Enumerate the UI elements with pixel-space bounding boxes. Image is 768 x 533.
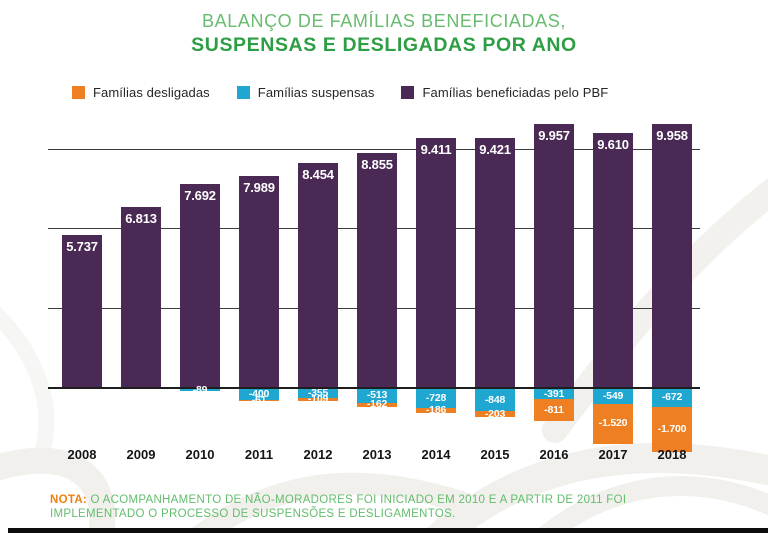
bar-desligadas-2018 — [652, 406, 692, 452]
bar-suspensas-2011 — [239, 389, 279, 400]
x-axis-label-2014: 2014 — [421, 447, 451, 462]
legend-item-suspensas: Famílias suspensas — [236, 85, 375, 100]
bar-value-label-desligadas-2013: -162 — [366, 398, 388, 411]
bottom-border-strip — [8, 528, 768, 533]
x-axis-label-2015: 2015 — [480, 447, 510, 462]
bar-value-label-beneficiadas-2011: 7.989 — [243, 179, 275, 195]
bar-value-label-beneficiadas-2018: 9.958 — [656, 127, 688, 143]
bar-value-label-desligadas-2016: -811 — [544, 403, 564, 416]
legend-swatch-orange — [72, 86, 85, 99]
chart-title-line2: SUSPENSAS E DESLIGADAS POR ANO — [191, 34, 577, 56]
bar-value-label-suspensas-2014: -728 — [425, 392, 447, 405]
baseline — [48, 387, 700, 389]
bar-value-label-beneficiadas-2013: 8.855 — [361, 156, 393, 172]
bar-suspensas-2018 — [652, 389, 692, 407]
bar-value-label-desligadas-2012: -109 — [307, 393, 329, 406]
bar-beneficiadas-2014 — [416, 138, 456, 387]
legend-label-desligadas: Famílias desligadas — [93, 85, 210, 100]
chart-legend: Famílias desligadas Famílias suspensas F… — [72, 85, 608, 100]
bar-beneficiadas-2012 — [298, 163, 338, 387]
bar-beneficiadas-2011 — [239, 175, 279, 387]
bar-value-label-suspensas-2013: -513 — [366, 389, 388, 402]
bar-beneficiadas-2017 — [593, 132, 633, 387]
bar-suspensas-2010 — [180, 389, 220, 392]
x-axis-label-2011: 2011 — [244, 447, 274, 462]
x-axis-label-2009: 2009 — [126, 447, 156, 462]
bar-value-label-desligadas-2017: -1.520 — [598, 417, 628, 430]
bar-beneficiadas-2008 — [62, 235, 102, 387]
x-axis-label-2013: 2013 — [362, 447, 392, 462]
footnote-text: O ACOMPANHAMENTO DE NÃO-MORADORES FOI IN… — [50, 494, 627, 521]
x-axis-label-2017: 2017 — [598, 447, 628, 462]
bar-value-label-suspensas-2011: -400 — [248, 387, 270, 400]
bar-value-label-beneficiadas-2012: 8.454 — [302, 167, 334, 183]
bar-suspensas-2016 — [534, 389, 574, 400]
bar-value-label-desligadas-2015: -203 — [484, 407, 506, 420]
x-axis-label-2016: 2016 — [539, 447, 569, 462]
bar-suspensas-2013 — [357, 389, 397, 403]
bar-desligadas-2017 — [593, 403, 633, 444]
bar-desligadas-2011 — [239, 399, 279, 402]
x-axis-label-2012: 2012 — [303, 447, 333, 462]
bar-value-label-suspensas-2015: -848 — [484, 393, 506, 406]
bar-value-label-beneficiadas-2009: 6.813 — [125, 210, 157, 226]
legend-label-beneficiadas: Famílias beneficiadas pelo PBF — [422, 85, 609, 100]
x-axis-label-2018: 2018 — [657, 447, 687, 462]
bar-value-label-suspensas-2010: -89 — [192, 383, 208, 396]
bar-desligadas-2016 — [534, 399, 574, 421]
footnote-prefix: NOTA: — [50, 494, 88, 506]
bar-suspensas-2015 — [475, 389, 515, 412]
bar-value-label-beneficiadas-2017: 9.610 — [597, 136, 629, 152]
bar-beneficiadas-2010 — [180, 183, 220, 387]
bar-desligadas-2014 — [416, 408, 456, 414]
bar-value-label-beneficiadas-2014: 9.411 — [420, 142, 452, 158]
legend-label-suspensas: Famílias suspensas — [257, 85, 375, 100]
bar-suspensas-2014 — [416, 389, 456, 409]
chart-title: BALANÇO DE FAMÍLIAS BENEFICIADAS, SUSPEN… — [0, 11, 768, 57]
x-axis-label-2010: 2010 — [185, 447, 215, 462]
bar-beneficiadas-2009 — [121, 206, 161, 387]
bar-suspensas-2012 — [298, 389, 338, 399]
bar-beneficiadas-2015 — [475, 137, 515, 387]
bar-value-label-suspensas-2016: -391 — [543, 387, 565, 400]
chart-title-line1: BALANÇO DE FAMÍLIAS BENEFICIADAS, — [202, 11, 566, 31]
bar-desligadas-2013 — [357, 402, 397, 407]
legend-swatch-purple — [401, 86, 415, 99]
bar-value-label-beneficiadas-2015: 9.421 — [479, 141, 511, 157]
bar-beneficiadas-2013 — [357, 152, 397, 387]
bar-value-label-suspensas-2018: -672 — [661, 391, 683, 404]
legend-swatch-cyan — [236, 86, 250, 99]
bar-value-label-suspensas-2012: -355 — [307, 387, 329, 400]
bar-value-label-beneficiadas-2016: 9.957 — [538, 127, 570, 143]
bar-desligadas-2012 — [298, 398, 338, 402]
bar-desligadas-2015 — [475, 411, 515, 417]
x-axis-label-2008: 2008 — [67, 447, 97, 462]
bar-value-label-beneficiadas-2008: 5.737 — [66, 239, 98, 255]
footnote: NOTA: O ACOMPANHAMENTO DE NÃO-MORADORES … — [50, 493, 656, 522]
bar-suspensas-2017 — [593, 389, 633, 404]
bar-value-label-desligadas-2011: -61 — [251, 393, 267, 406]
bar-beneficiadas-2018 — [652, 123, 692, 387]
gridline — [48, 149, 700, 150]
legend-item-desligadas: Famílias desligadas — [72, 85, 210, 100]
bar-value-label-desligadas-2018: -1.700 — [657, 422, 687, 435]
bar-value-label-suspensas-2017: -549 — [602, 389, 624, 402]
bar-value-label-beneficiadas-2010: 7.692 — [184, 187, 216, 203]
bar-beneficiadas-2016 — [534, 123, 574, 387]
bar-value-label-desligadas-2014: -186 — [425, 404, 447, 417]
legend-item-beneficiadas: Famílias beneficiadas pelo PBF — [401, 85, 608, 100]
